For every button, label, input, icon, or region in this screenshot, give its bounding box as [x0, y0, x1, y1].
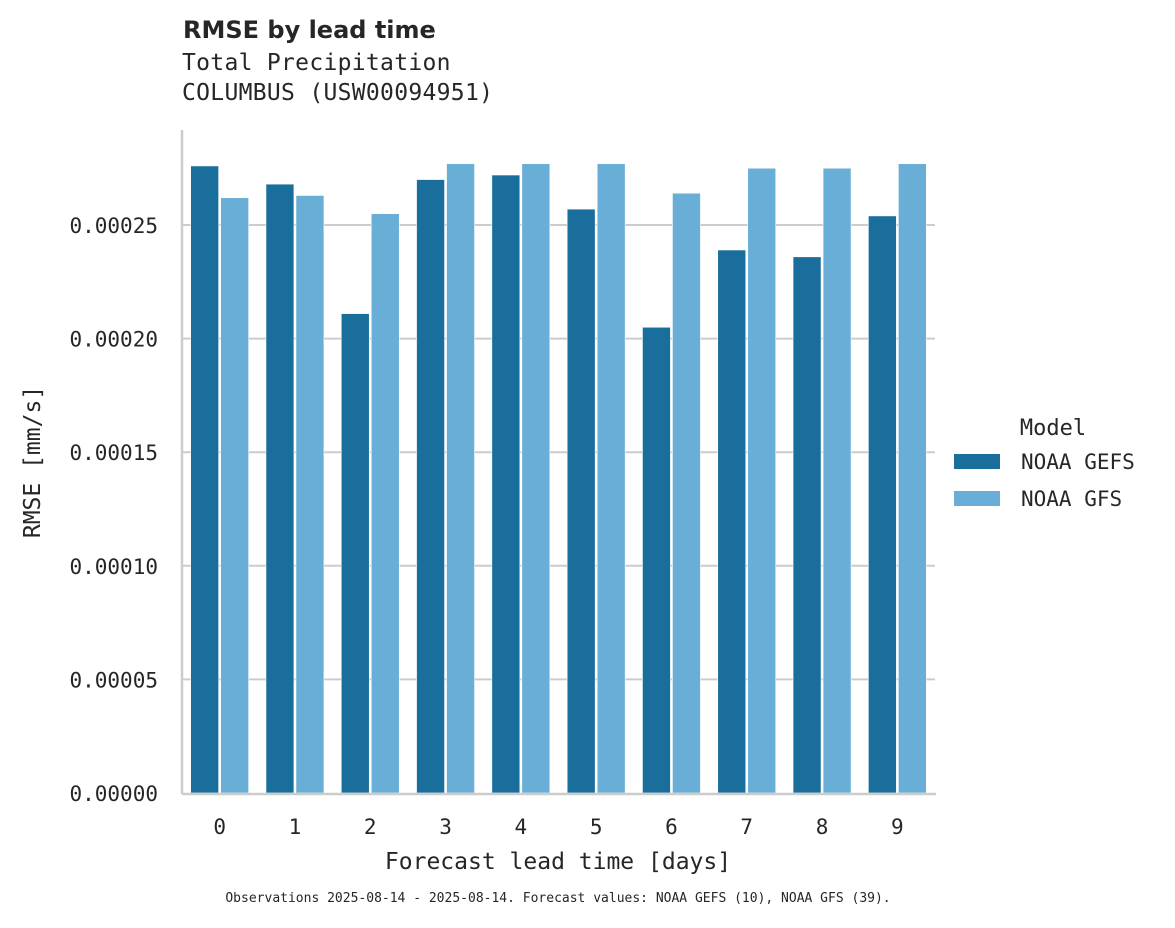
y-tick-label: 0.00015 — [69, 441, 158, 465]
bar-noaa-gfs-5 — [596, 163, 626, 794]
chart-title: RMSE by lead time — [183, 16, 436, 44]
y-tick-label: 0.00010 — [69, 555, 158, 579]
chart-subtitle-variable: Total Precipitation — [182, 50, 451, 76]
bar-noaa-gfs-7 — [747, 167, 777, 794]
legend-swatch-noaa-gefs — [954, 454, 1000, 469]
y-tick-label: 0.00025 — [69, 214, 158, 238]
bar-noaa-gefs-8 — [792, 256, 822, 794]
bar-noaa-gefs-9 — [868, 215, 897, 794]
x-tick-label: 1 — [289, 815, 302, 839]
x-tick-label: 8 — [816, 815, 829, 839]
bar-noaa-gfs-8 — [822, 167, 852, 794]
bar-noaa-gefs-6 — [642, 326, 671, 794]
x-tick-label: 0 — [213, 815, 226, 839]
y-tick-label: 0.00005 — [69, 668, 158, 692]
y-tick-label: 0.00000 — [69, 782, 158, 806]
legend-label: NOAA GFS — [1021, 487, 1122, 511]
bar-noaa-gfs-4 — [521, 163, 551, 794]
x-tick-label: 9 — [891, 815, 904, 839]
y-axis-label: RMSE [mm/s] — [20, 386, 46, 538]
bar-noaa-gfs-1 — [295, 195, 325, 794]
bar-noaa-gefs-3 — [416, 179, 445, 794]
chart-subtitle-station: COLUMBUS (USW00094951) — [182, 80, 494, 106]
y-tick-label: 0.00020 — [69, 328, 158, 352]
x-axis-label: Forecast lead time [days] — [385, 849, 731, 875]
bar-noaa-gfs-0 — [220, 197, 249, 794]
bar-noaa-gefs-1 — [265, 183, 295, 794]
x-tick-label: 4 — [515, 815, 528, 839]
bar-noaa-gfs-3 — [446, 163, 475, 794]
x-tick-label: 6 — [665, 815, 678, 839]
bar-noaa-gefs-2 — [340, 313, 370, 794]
legend-label: NOAA GEFS — [1021, 450, 1135, 474]
x-tick-label: 3 — [439, 815, 452, 839]
chart-footnote: Observations 2025-08-14 - 2025-08-14. Fo… — [225, 891, 891, 906]
bar-noaa-gefs-7 — [717, 249, 747, 794]
x-tick-label: 5 — [590, 815, 603, 839]
bar-noaa-gfs-6 — [672, 192, 701, 794]
bar-noaa-gfs-9 — [898, 163, 927, 794]
legend-swatch-noaa-gfs — [954, 491, 1000, 506]
bar-noaa-gfs-2 — [370, 213, 400, 794]
x-tick-label: 7 — [740, 815, 753, 839]
bar-noaa-gefs-0 — [190, 165, 219, 794]
bar-noaa-gefs-5 — [566, 208, 596, 794]
x-tick-label: 2 — [364, 815, 377, 839]
legend-title: Model — [1020, 416, 1086, 441]
bar-noaa-gefs-4 — [491, 174, 521, 794]
